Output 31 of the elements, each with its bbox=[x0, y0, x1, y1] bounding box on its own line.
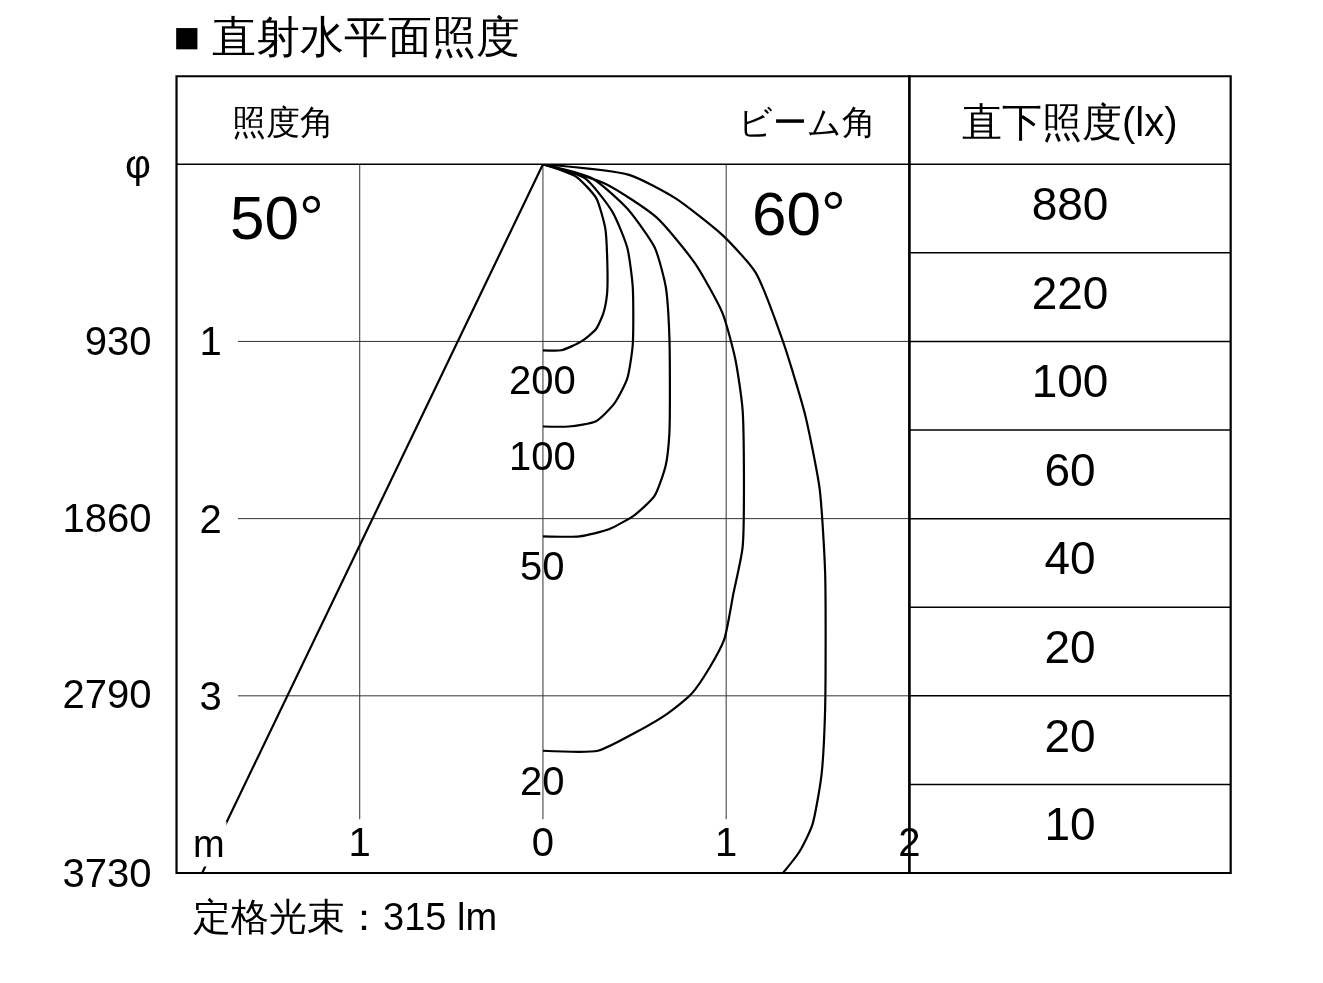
series-label: 20 bbox=[520, 759, 565, 803]
y2-axis-title: φ bbox=[125, 142, 151, 186]
y2-tick-label: 930 bbox=[84, 318, 152, 363]
y-tick-label: 3 bbox=[199, 673, 222, 718]
x-tick-label: 0 bbox=[531, 820, 555, 865]
data-label: 880 bbox=[1031, 178, 1109, 231]
y2-tick-label: 3730 bbox=[62, 851, 152, 896]
data-label: 20 bbox=[1044, 621, 1096, 674]
data-label: 60 bbox=[1044, 443, 1096, 496]
x-tick-label: 1 bbox=[715, 820, 738, 865]
y2-tick-label: 2790 bbox=[62, 672, 152, 717]
data-label: 10 bbox=[1044, 798, 1096, 851]
data-label: 20 bbox=[1044, 709, 1096, 762]
data-label: 220 bbox=[1031, 266, 1109, 319]
data-label: 40 bbox=[1044, 532, 1096, 585]
x-axis-title: m bbox=[193, 823, 225, 865]
series-label: 200 bbox=[509, 358, 576, 402]
x-tick-label: 1 bbox=[348, 820, 371, 865]
series-label: 100 bbox=[509, 434, 576, 478]
series-label: 50 bbox=[520, 544, 565, 588]
y2-tick-label: 1860 bbox=[62, 495, 152, 540]
annotation: 60° bbox=[752, 179, 846, 248]
y-tick-label: 1 bbox=[199, 319, 222, 364]
annotation: 50° bbox=[230, 183, 324, 252]
text: 定格光束：315 lm bbox=[193, 896, 498, 938]
y-tick-label: 2 bbox=[199, 496, 222, 541]
text: 照度角 bbox=[232, 103, 334, 141]
text: ビーム角 bbox=[738, 103, 876, 141]
text: 直下照度(lx) bbox=[962, 100, 1178, 144]
chart-title: ■ 直射水平面照度 bbox=[173, 12, 521, 62]
data-label: 100 bbox=[1031, 355, 1109, 408]
